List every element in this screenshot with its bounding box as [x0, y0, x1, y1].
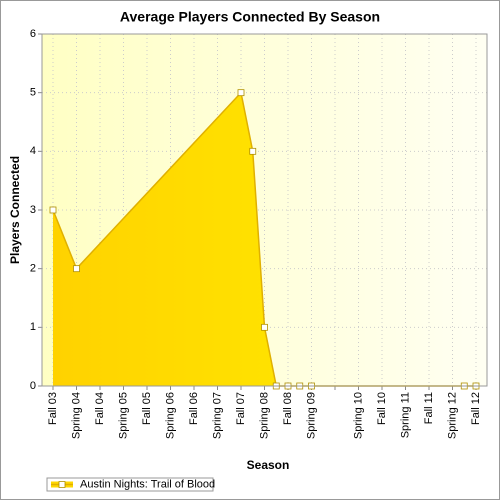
legend-box — [46, 477, 214, 492]
y-tick-label: 3 — [30, 204, 36, 216]
x-tick-label: Spring 04 — [70, 392, 82, 439]
chart-title: Average Players Connected By Season — [120, 9, 380, 25]
plot-area — [41, 33, 488, 387]
x-tick-label: Fall 04 — [94, 392, 106, 425]
data-point — [249, 147, 257, 155]
data-point — [73, 265, 80, 273]
x-tick-label: Spring 11 — [399, 392, 411, 438]
y-tick-label: 2 — [30, 263, 36, 275]
x-tick-label: Fall 07 — [235, 392, 247, 425]
area — [53, 92, 476, 387]
x-tick-label: Spring 09 — [305, 392, 317, 439]
x-tick-label: Fall 06 — [188, 392, 200, 425]
x-tick-label: Fall 05 — [141, 392, 153, 425]
x-tick-label: Fall 11 — [423, 392, 435, 424]
y-tick-label: 1 — [30, 321, 36, 333]
y-tick-label: 5 — [30, 87, 36, 99]
x-tick-label: Spring 12 — [446, 392, 458, 439]
legend: Austin Nights: Trail of Blood — [46, 477, 215, 492]
x-tick-label: Fall 08 — [282, 392, 294, 425]
data-point — [261, 323, 268, 331]
y-axis-title: Players Connected — [8, 156, 22, 264]
legend-marker — [58, 481, 66, 488]
x-tick-label: Spring 05 — [117, 392, 129, 439]
y-tick-label: 0 — [30, 380, 36, 392]
y-tick-label: 6 — [30, 28, 36, 40]
x-tick-label: Spring 07 — [211, 392, 223, 439]
x-tick-label: Spring 10 — [352, 392, 364, 439]
x-tick-label: Spring 08 — [258, 392, 270, 439]
data-point — [49, 206, 57, 214]
x-tick-label: Fall 03 — [47, 392, 59, 425]
x-tick-label: Spring 06 — [164, 392, 176, 439]
data-point — [237, 89, 245, 97]
legend-label: Austin Nights: Trail of Blood — [80, 478, 215, 490]
x-tick-label: Fall 10 — [376, 392, 388, 425]
x-tick-label: Fall 12 — [470, 392, 482, 425]
x-axis-title: Season — [247, 458, 290, 472]
y-tick-label: 4 — [30, 145, 36, 157]
